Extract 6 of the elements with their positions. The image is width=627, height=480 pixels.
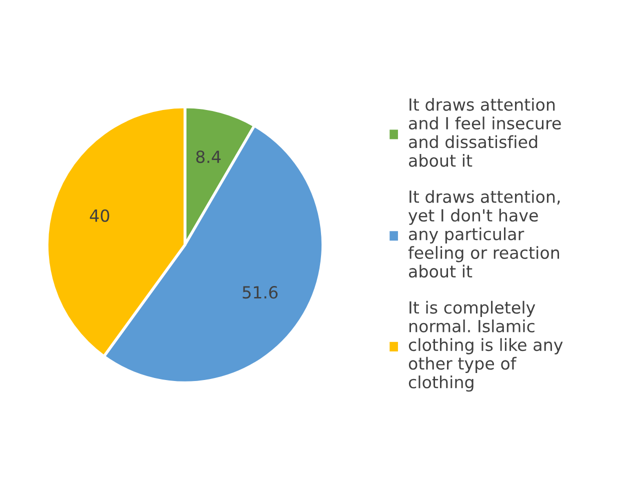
- data-label: 40: [90, 209, 110, 222]
- data-label: 51.6: [242, 286, 278, 299]
- legend-label: It draws attention, yet I don't have any particular feeling or reaction about it: [408, 190, 560, 278]
- legend-label: It is completely normal. Islamic clothing is like any other type of clothing: [408, 300, 563, 392]
- data-label: 8.4: [196, 150, 221, 164]
- legend-label: It draws attention and I feel insecure and dissatisfied about it: [408, 98, 561, 167]
